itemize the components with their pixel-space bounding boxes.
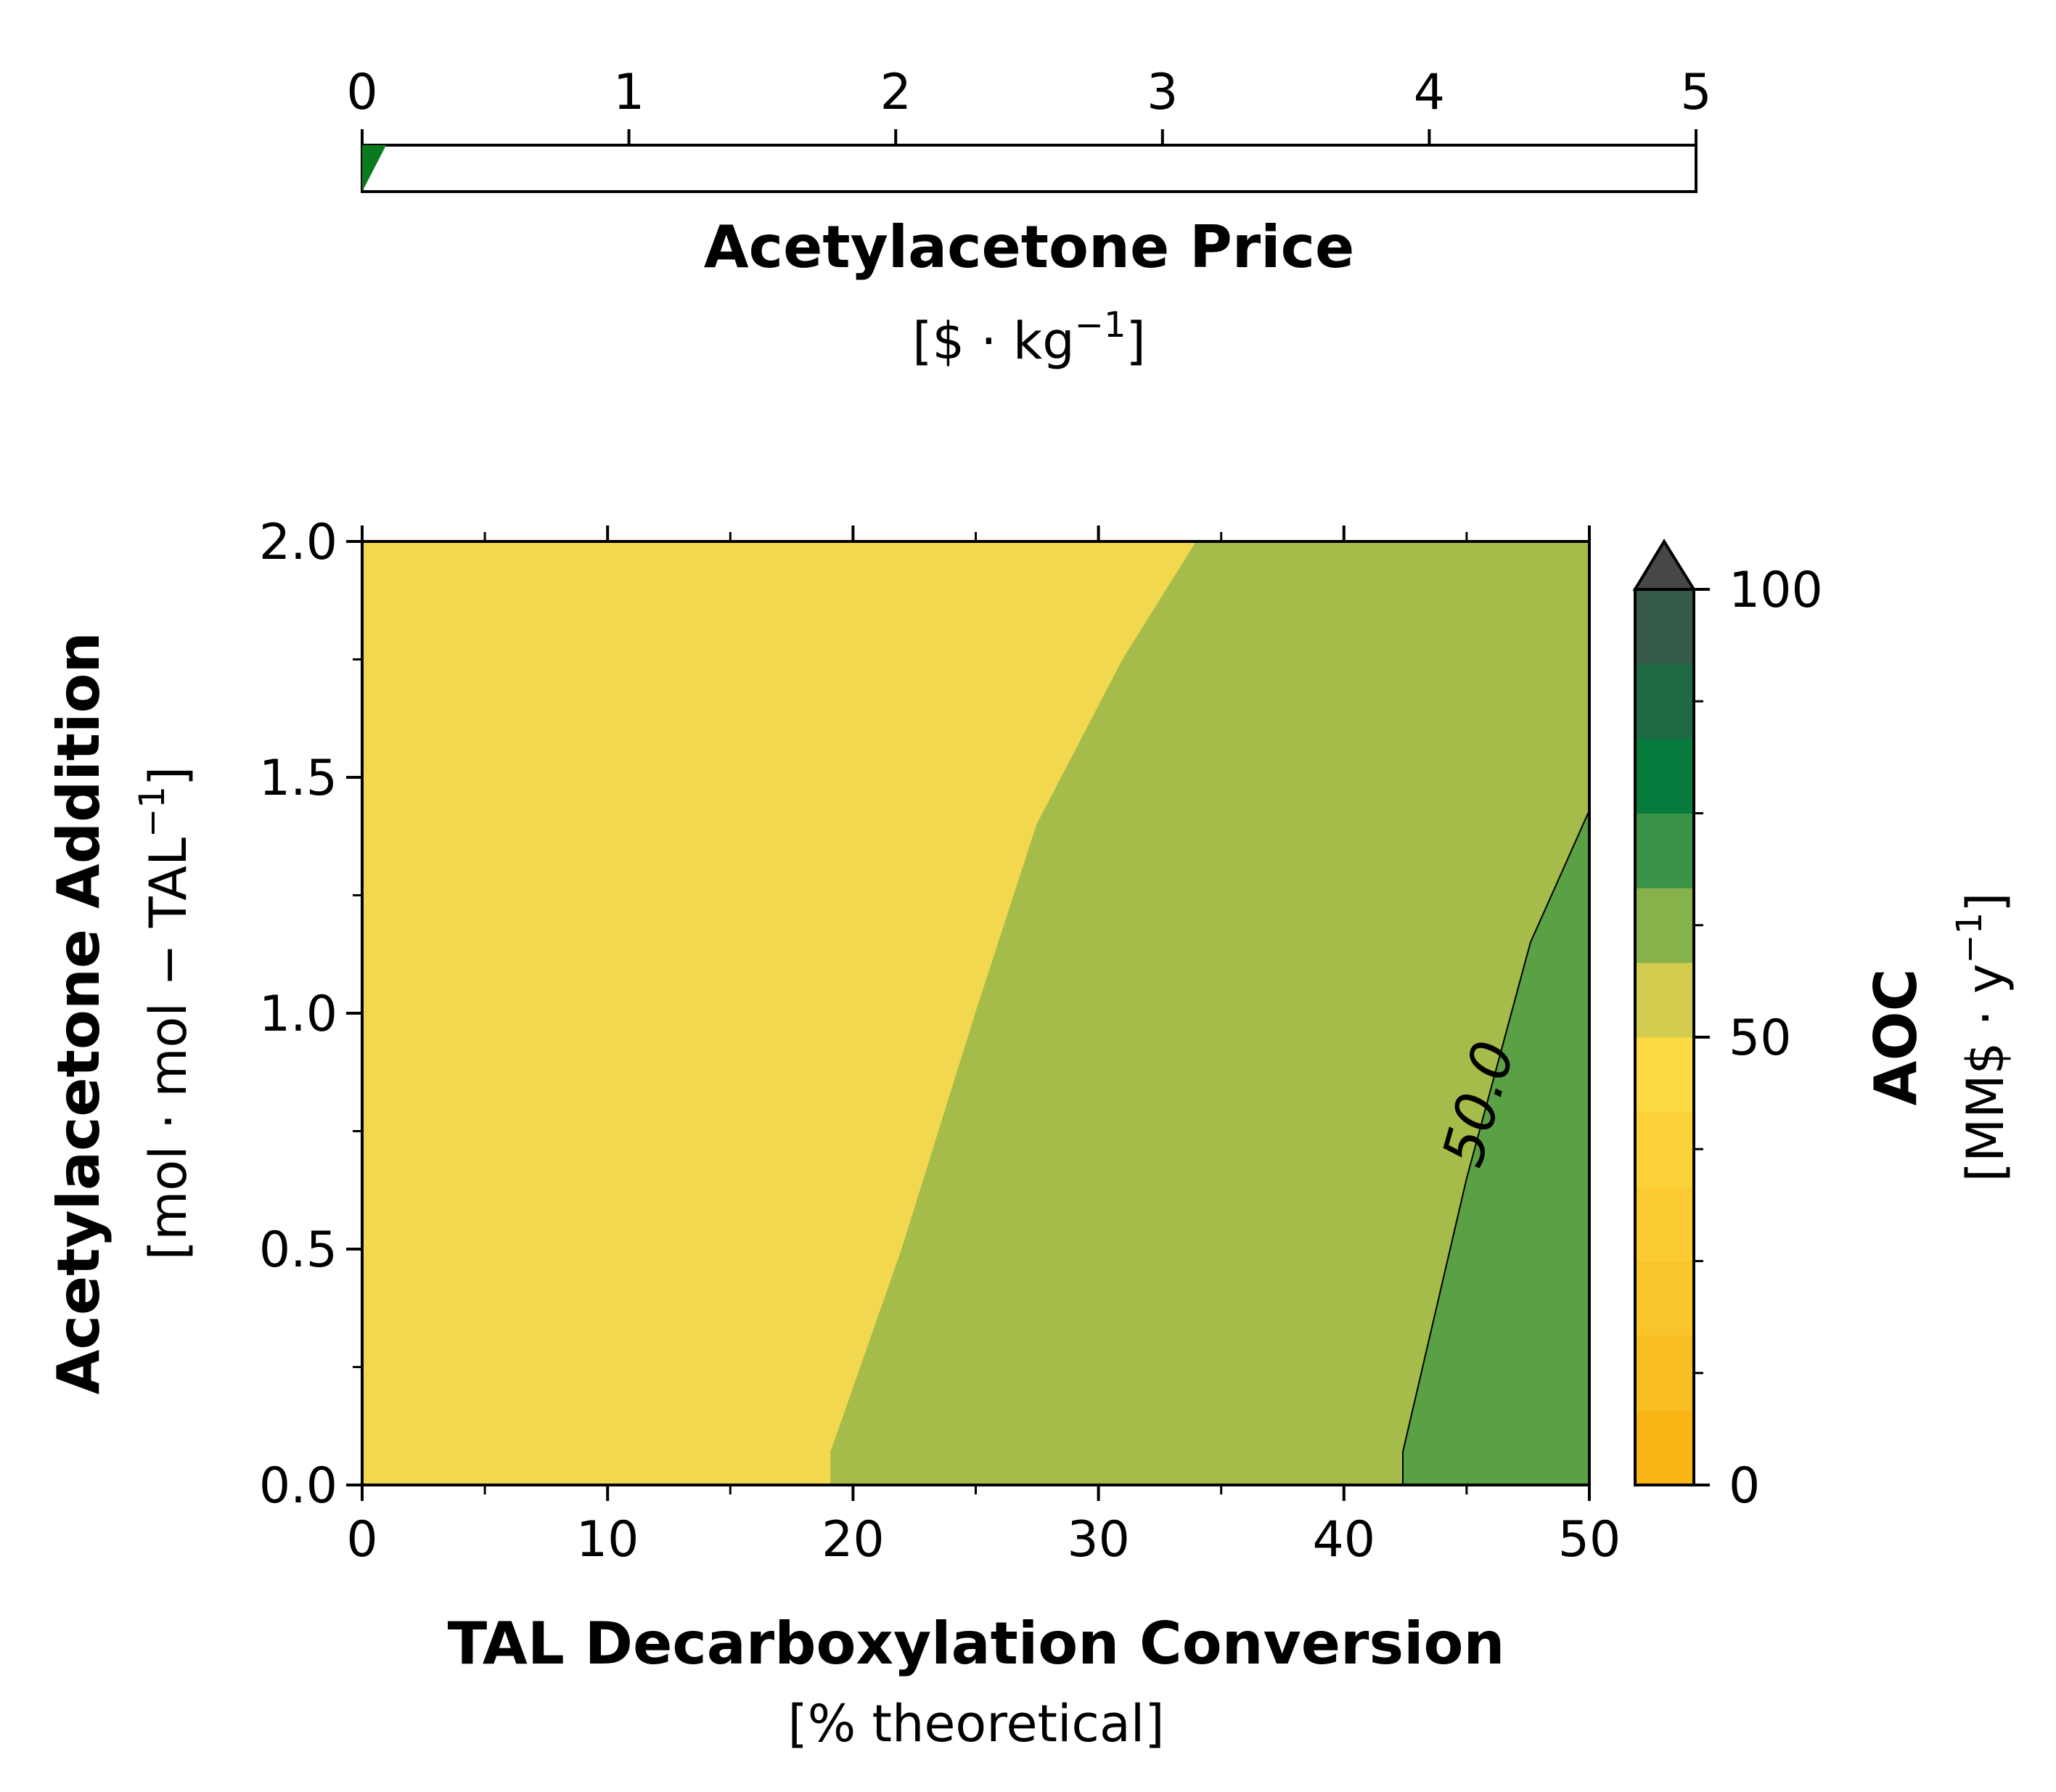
cbar-unit-base: [MM$ · y [1956,964,2015,1182]
colorbar-tick-label: 50 [1729,1010,1792,1067]
cbar-unit-sup: −1 [1949,912,1990,964]
y-tick-label: 2.0 [259,514,337,571]
colorbar-band-10 [1634,663,1695,740]
colorbar-band-1 [1634,1335,1695,1411]
y-unit-end: ] [139,766,198,786]
colorbar-band-5 [1634,1036,1695,1113]
price-slider-tick-label: 1 [613,64,644,121]
colorbar-unit: [MM$ · y−1] [1949,893,2015,1182]
price-unit-base: [$ · kg [912,311,1075,371]
y-unit-sup: −1 [132,786,173,838]
x-axis-unit: [% theoretical] [787,1694,1164,1754]
y-axis-title: Acetylacetone Addition [45,632,112,1395]
price-slider[interactable]: 0 1 2 3 4 5 Acetylacetone Price [$ · kg−1] [346,64,1711,371]
x-tick-label: 20 [822,1511,885,1568]
x-tick-label: 50 [1558,1511,1621,1568]
x-tick-label: 0 [346,1511,377,1568]
colorbar-band-11 [1634,589,1695,665]
price-slider-title: Acetylacetone Price [704,213,1355,281]
colorbar-ticks: 0 50 100 [1694,562,1823,1515]
colorbar-extend-arrow [1632,539,1697,591]
y-tick-label: 1.5 [259,750,337,807]
colorbar-band-2 [1634,1261,1695,1336]
colorbar-band-3 [1634,1186,1695,1261]
colorbar-band-4 [1634,1111,1695,1187]
colorbar-title: AOC [1862,969,1930,1106]
price-slider-tick-label: 4 [1414,64,1445,121]
price-slider-unit: [$ · kg−1] [912,305,1146,371]
price-unit-end: ] [1126,311,1146,371]
colorbar-band-7 [1634,887,1695,963]
price-slider-tick-label: 3 [1147,64,1178,121]
colorbar: 0 50 100 AOC [MM$ · y−1] [1632,539,2015,1515]
y-tick-label: 0.0 [259,1457,337,1515]
price-slider-tick-label: 0 [346,64,377,121]
colorbar-tick-label: 0 [1729,1457,1760,1515]
contour-line-50 [1401,810,1589,1485]
colorbar-band-0 [1634,1410,1695,1486]
price-slider-tick-label: 5 [1680,64,1711,121]
x-tick-label: 30 [1067,1511,1130,1568]
colorbar-band-8 [1634,813,1695,888]
x-tick-label: 10 [576,1511,639,1568]
colorbar-tick-label: 100 [1729,562,1823,619]
contour-regions [362,541,1589,1485]
price-slider-fill [362,145,387,192]
y-axis-unit: [mol · mol − TAL−1] [132,766,198,1260]
x-axis-ticks: 0 10 20 30 40 50 [346,525,1621,1568]
cbar-unit-end: ] [1956,893,2015,912]
price-unit-sup: −1 [1075,305,1126,345]
y-unit-base: [mol · mol − TAL [139,838,198,1260]
y-tick-label: 1.0 [259,986,337,1043]
colorbar-band-9 [1634,738,1695,814]
colorbar-bands [1634,589,1695,1486]
contour-plot: 0 10 20 30 40 50 0.00.51.01.52.0 50.0 TAL Dec… [45,514,1621,1754]
x-tick-label: 40 [1313,1511,1376,1568]
x-axis-title: TAL Decarboxylation Conversion [448,1610,1505,1677]
price-slider-ticks: 0 1 2 3 4 5 [346,64,1712,145]
colorbar-band-6 [1634,962,1695,1038]
price-slider-tick-label: 2 [880,64,912,121]
price-slider-track[interactable] [361,144,1697,193]
contour-lines [1401,810,1589,1485]
y-tick-label: 0.5 [259,1222,337,1279]
y-axis-ticks: 0.0 0.5 1.0 1.5 2.0 [259,514,362,1515]
